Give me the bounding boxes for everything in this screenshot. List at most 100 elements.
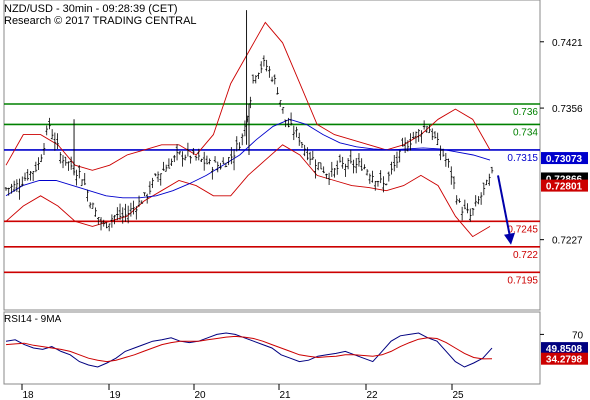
forecast-arrow-shaft (497, 175, 511, 237)
price-tag: 0.72801 (541, 179, 588, 193)
level-label: 0.7245 (507, 224, 538, 235)
ohlc-bar (23, 172, 27, 181)
ohlc-bar (230, 147, 233, 165)
chart-title: NZD/USD - 30min - 09:28:39 (CET) (4, 3, 178, 15)
ohlc-bar (466, 203, 469, 214)
ohlc-bar (31, 171, 35, 182)
ohlc-bar (325, 173, 328, 179)
ohlc-bar (151, 177, 154, 189)
price-tag-label: 0.72801 (546, 182, 583, 193)
ohlc-bar (430, 128, 434, 141)
ohlc-bar (208, 158, 211, 165)
ohlc-bar (251, 74, 255, 84)
ohlc-bar (107, 223, 111, 232)
ohlc-bar (97, 216, 100, 225)
ohlc-bar (194, 155, 198, 161)
price-pane-frame (3, 0, 541, 311)
ohlc-bar (189, 155, 192, 164)
x-tick-label: 21 (279, 390, 291, 400)
ohlc-bar (281, 107, 285, 114)
bollinger-layer (5, 21, 491, 238)
ohlc-bar (59, 152, 62, 164)
forecast-arrow-head (504, 232, 515, 245)
ohlc-bar (262, 55, 266, 67)
ohlc-bar (452, 176, 456, 190)
ohlc-bar (148, 181, 152, 195)
ohlc-bar (99, 217, 103, 231)
ohlc-bar (425, 125, 429, 133)
ohlc-bar (137, 195, 141, 207)
ohlc-bar (327, 172, 331, 186)
ohlc-bar (178, 151, 182, 155)
ohlc-bar (116, 207, 119, 221)
ohlc-bar (487, 173, 491, 186)
ohlc-bar (61, 155, 65, 169)
ohlc-bar (154, 173, 157, 177)
ohlc-bar (373, 180, 377, 191)
level-label: 0.7315 (507, 153, 538, 164)
level-label: 0.722 (513, 250, 538, 261)
ohlc-bar (311, 150, 315, 160)
ohlc-bar (105, 222, 108, 229)
ohlc-bar (12, 180, 16, 192)
ohlc-bar (37, 157, 40, 170)
ohlc-bar (335, 160, 339, 175)
ohlc-bar (145, 193, 149, 204)
ohlc-bar (354, 157, 358, 174)
ohlc-bar (308, 151, 312, 166)
moving-average (5, 118, 491, 199)
ohlc-bar (439, 145, 442, 161)
ohlc-bar (346, 158, 350, 170)
ohlc-bar (268, 66, 271, 78)
ohlc-bar (390, 161, 393, 175)
ohlc-bar (232, 149, 236, 171)
ohlc-bar (447, 158, 450, 168)
ohlc-bar (224, 162, 228, 168)
ohlc-bar (56, 133, 59, 150)
ohlc-bar (433, 131, 437, 139)
ohlc-bar (314, 159, 317, 179)
ohlc-bar (91, 202, 95, 209)
ohlc-bar (75, 169, 78, 186)
ohlc-bar (18, 178, 21, 200)
rsi-tick-label: 70 (572, 330, 584, 341)
ohlc-bar (140, 200, 144, 204)
ohlc-bar (344, 163, 347, 177)
rsi-title: RSI14 - 9MA (4, 314, 62, 325)
ohlc-bar (173, 154, 176, 163)
ohlc-bar (135, 206, 138, 220)
ohlc-bar (387, 171, 391, 182)
ohlc-bar (39, 154, 43, 163)
ohlc-bar (398, 150, 401, 163)
ohlc-bar (417, 129, 420, 142)
ohlc-bar (319, 162, 323, 170)
ohlc-bar (53, 132, 57, 151)
ohlc-bar (411, 131, 415, 139)
ohlc-bar (270, 76, 274, 83)
ohlc-bar (289, 112, 293, 126)
ohlc-bar (479, 192, 483, 205)
ohlc-bar (444, 152, 448, 167)
ohlc-bar (477, 196, 480, 205)
x-tick-label: 18 (22, 390, 34, 400)
ohlc-bar (221, 157, 225, 164)
ohlc-bar (455, 195, 459, 205)
ohlc-bar (384, 183, 388, 186)
x-tick-label: 19 (109, 390, 121, 400)
ohlc-bar (249, 96, 252, 109)
ohlc-bar (460, 206, 464, 221)
x-axis-layer: 18 19 20 21 22 25 (21, 384, 464, 400)
ohlc-bar (124, 203, 127, 222)
ohlc-bar (238, 142, 241, 151)
ohlc-bar (78, 165, 81, 179)
ohlc-bar (403, 137, 407, 153)
ohlc-bar (368, 173, 372, 184)
ohlc-bar (186, 142, 190, 157)
ohlc-bar (235, 136, 239, 152)
ohlc-bar (118, 203, 122, 221)
ohlc-bar (406, 140, 410, 152)
ohlc-bar (468, 208, 472, 222)
ohlc-bar (240, 133, 244, 146)
